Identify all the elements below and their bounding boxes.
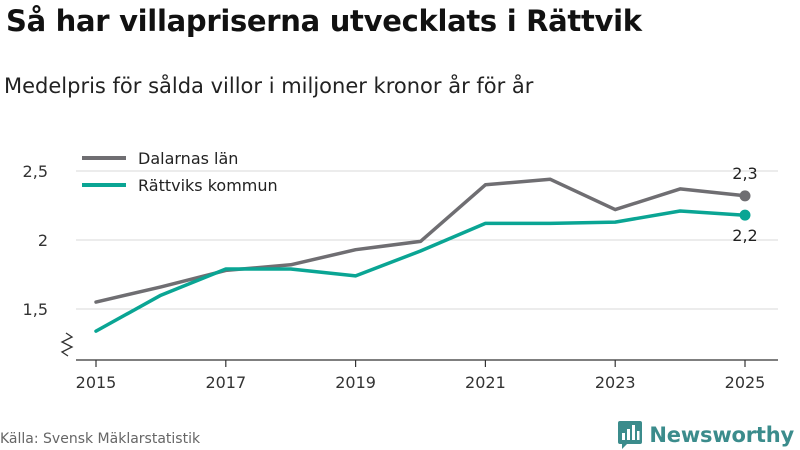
y-tick-label: 1,5 (23, 300, 48, 319)
newsworthy-logo-icon (618, 421, 643, 449)
end-label-rattvik: 2,2 (732, 226, 757, 245)
series-line-rattvik (94, 209, 747, 333)
chart-subtitle: Medelpris för sålda villor i miljoner kr… (4, 74, 534, 98)
brand-name: Newsworthy (649, 423, 794, 447)
y-tick-label: 2 (38, 231, 48, 250)
series-endpoint-rattvik (739, 209, 751, 221)
end-label-dalarna: 2,3 (732, 164, 757, 183)
x-tick-label: 2023 (595, 373, 636, 392)
x-tick-label: 2019 (335, 373, 376, 392)
data-labels: 2,3 2,2 (732, 164, 757, 245)
legend-label-rattvik: Rättviks kommun (138, 176, 278, 195)
grid-layer (76, 170, 778, 310)
legend-label-dalarna: Dalarnas län (138, 149, 238, 168)
series-endpoint-dalarna (739, 190, 751, 202)
x-tick-label: 2015 (76, 373, 117, 392)
axis-layer: 1,5 2 2,5 2015 2017 2019 2021 2023 2025 (23, 162, 778, 392)
source-note: Källa: Svensk Mäklarstatistik (0, 431, 201, 447)
brand-logo: Newsworthy (617, 420, 794, 450)
legend: Dalarnas län Rättviks kommun (82, 149, 278, 195)
x-tick-label: 2017 (205, 373, 246, 392)
chart-title: Så har villapriserna utvecklats i Rättvi… (6, 4, 642, 38)
axis-break-icon (60, 332, 74, 357)
series-layer (94, 177, 751, 333)
x-tick-label: 2025 (725, 373, 766, 392)
x-tick-label: 2021 (465, 373, 506, 392)
y-tick-label: 2,5 (23, 162, 48, 181)
